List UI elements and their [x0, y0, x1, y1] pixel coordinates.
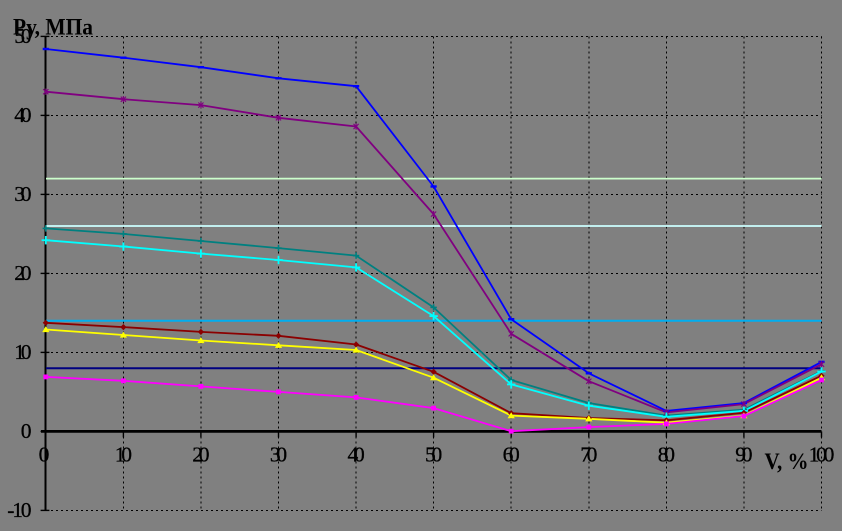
svg-text:10: 10 [14, 340, 31, 364]
svg-text:40: 40 [14, 103, 31, 127]
svg-text:20: 20 [192, 443, 209, 467]
svg-text:0: 0 [21, 419, 32, 443]
svg-text:V, %: V, % [765, 449, 809, 475]
svg-text:50: 50 [14, 24, 31, 48]
svg-text:0: 0 [39, 443, 50, 467]
svg-text:20: 20 [14, 261, 31, 285]
svg-text:30: 30 [270, 443, 287, 467]
svg-text:80: 80 [658, 443, 675, 467]
svg-text:100: 100 [809, 443, 835, 467]
svg-text:50: 50 [425, 443, 442, 467]
svg-text:Ру, МПа: Ру, МПа [13, 14, 93, 40]
svg-text:40: 40 [348, 443, 365, 467]
svg-text:90: 90 [735, 443, 752, 467]
svg-text:70: 70 [580, 443, 597, 467]
svg-text:30: 30 [14, 182, 31, 206]
svg-text:10: 10 [115, 443, 132, 467]
svg-text:-10: -10 [7, 498, 31, 522]
svg-text:60: 60 [503, 443, 520, 467]
